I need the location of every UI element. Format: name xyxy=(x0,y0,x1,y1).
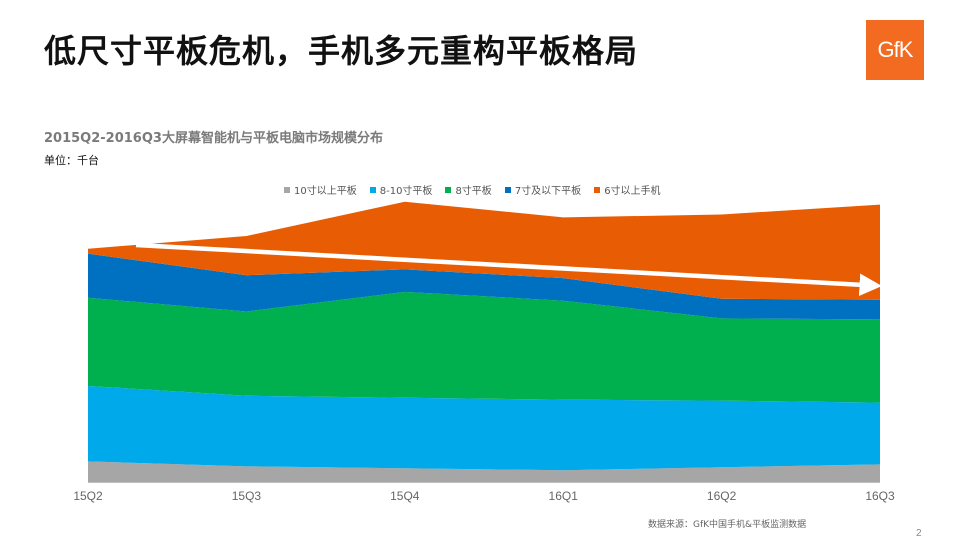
x-tick-label: 16Q3 xyxy=(865,489,895,503)
data-source-note: 数据来源：GfK中国手机&平板监测数据 xyxy=(648,520,807,530)
legend-item: 6寸以上手机 xyxy=(594,182,661,197)
area-series-1 xyxy=(88,385,880,471)
legend-label: 7寸及以下平板 xyxy=(514,186,582,197)
legend-label: 8-10寸平板 xyxy=(379,186,433,197)
x-tick-label: 16Q1 xyxy=(549,489,579,503)
legend-item: 10寸以上平板 xyxy=(284,182,357,197)
legend-swatch xyxy=(445,186,452,193)
chart-title: 2015Q2-2016Q3大屏幕智能机与平板电脑市场规模分布 xyxy=(44,131,383,146)
legend-swatch xyxy=(504,186,511,193)
legend-swatch xyxy=(594,186,601,193)
page-number: 2 xyxy=(916,528,922,539)
legend-swatch xyxy=(369,186,376,193)
trend-arrow xyxy=(135,242,882,296)
x-tick-label: 15Q3 xyxy=(232,489,262,503)
legend-label: 10寸以上平板 xyxy=(294,186,357,197)
slide-title: 低尺寸平板危机，手机多元重构平板格局 xyxy=(44,32,639,70)
gfk-logo: GfK xyxy=(866,20,924,80)
unit-label: 单位：千台 xyxy=(44,154,99,167)
x-tick-label: 15Q2 xyxy=(73,489,103,503)
legend-swatch xyxy=(284,186,290,193)
legend-item: 8寸平板 xyxy=(445,182,492,197)
x-tick-label: 15Q4 xyxy=(390,489,420,503)
x-tick-label: 16Q2 xyxy=(707,489,737,503)
area-series-2 xyxy=(88,291,880,403)
legend-label: 6寸以上手机 xyxy=(604,186,661,197)
legend-item: 7寸及以下平板 xyxy=(504,182,582,197)
chart-legend: 10寸以上平板 8-10寸平板 8寸平板 7寸及以下平板 6寸以上手机 xyxy=(284,182,661,197)
area-series-0 xyxy=(88,461,880,482)
legend-item: 8-10寸平板 xyxy=(369,182,433,197)
area-series-3 xyxy=(88,253,880,320)
legend-label: 8寸平板 xyxy=(455,186,492,197)
